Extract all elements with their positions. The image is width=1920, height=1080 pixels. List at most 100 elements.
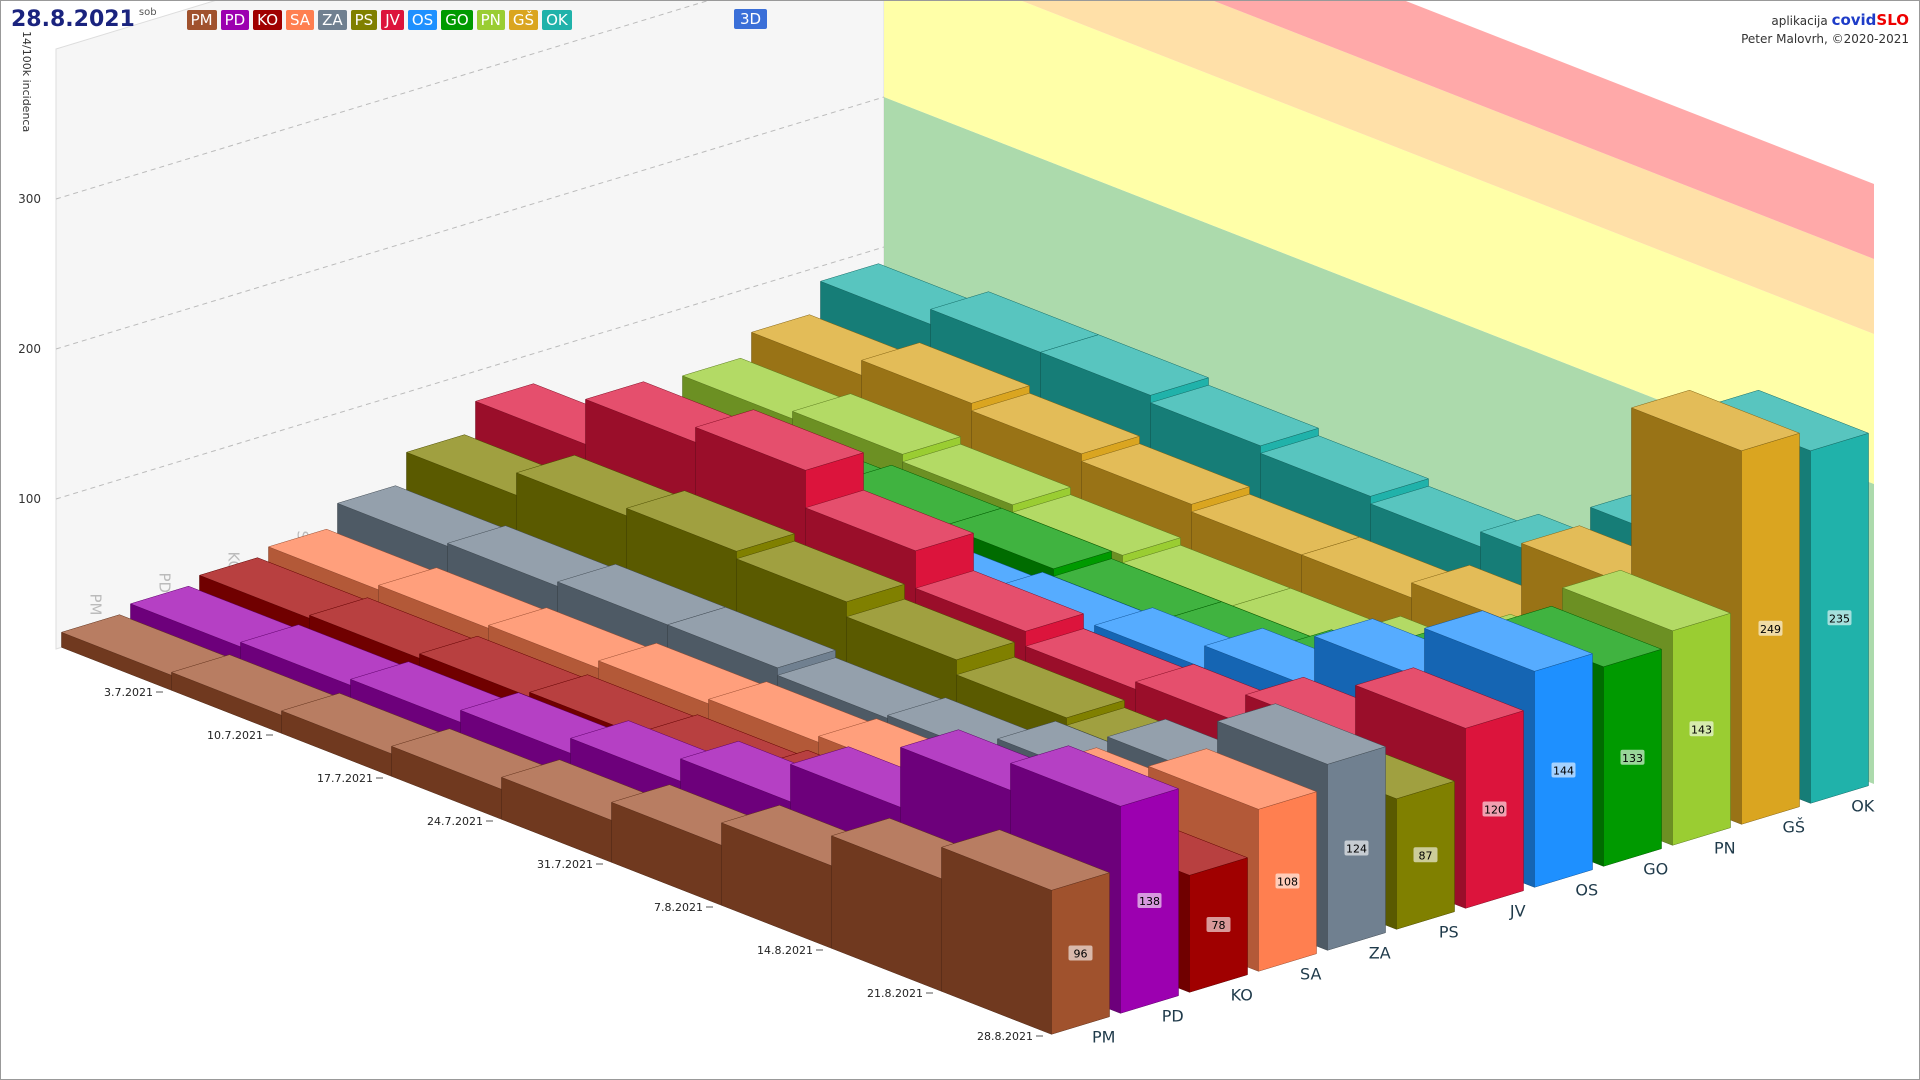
value-label: 143 [1691, 723, 1712, 736]
threshold-band [1214, 1, 1874, 259]
x-category-label: OS [1575, 880, 1598, 899]
x-category-label: KO [1231, 985, 1253, 1004]
bar-top [860, 342, 1031, 404]
grid-line [55, 246, 885, 500]
legend-item[interactable]: SA [286, 9, 315, 30]
bar-top [1630, 389, 1801, 452]
value-label: 87 [1419, 849, 1433, 862]
bar-top [1561, 569, 1732, 632]
legend-item[interactable]: PM [186, 9, 217, 30]
bar-top [901, 443, 1072, 506]
grid-line [55, 96, 885, 350]
weekday: sob [138, 7, 157, 18]
legend: PM PD KO SA ZA PS JV OS GO PN GŠ OK [186, 9, 572, 30]
x-category-label: GŠ [1782, 817, 1805, 836]
legend-item[interactable]: GO [441, 9, 473, 30]
bar-top [940, 829, 1111, 891]
bar-top [1149, 384, 1320, 447]
y-tick-label: 300 [18, 192, 41, 206]
x-tick-label: 24.7.2021 [427, 815, 483, 828]
x-tick-label: 14.8.2021 [757, 944, 813, 957]
legend-item[interactable]: PD [220, 9, 250, 30]
value-label: 144 [1553, 765, 1574, 778]
value-label: 78 [1212, 919, 1226, 932]
x-category-label: PD [1162, 1006, 1184, 1025]
value-label: 96 [1074, 948, 1088, 961]
bar-top [955, 656, 1126, 719]
app-name: SLO [1876, 11, 1909, 29]
value-label-bg [1344, 840, 1369, 856]
date: 28.8.2021 [11, 7, 135, 32]
legend-item[interactable]: KO [253, 9, 282, 30]
bar-top [1147, 748, 1318, 810]
y-axis-label: 14/100k incidenca [20, 31, 33, 132]
value-label: 249 [1760, 623, 1781, 636]
value-label-bg [1206, 917, 1231, 932]
x-category-label: OK [1851, 796, 1875, 815]
bar-top [1039, 334, 1210, 396]
x-category-label: PS [1439, 922, 1459, 941]
x-category-label: GO [1643, 859, 1668, 878]
x-tick-label: 10.7.2021 [207, 729, 263, 742]
x-tick-label: 7.8.2021 [654, 901, 703, 914]
x-category-label: SA [1300, 964, 1321, 983]
bar-top [735, 540, 906, 603]
x-category-label: PM [1092, 1027, 1115, 1046]
x-category-label: JV [1509, 901, 1526, 920]
bar-top [1216, 703, 1387, 765]
y-tick-label: 200 [18, 342, 41, 356]
value-label-bg [1068, 945, 1093, 961]
value-label-bg [1689, 721, 1714, 737]
bar-top [1080, 443, 1251, 505]
legend-item[interactable]: GŠ [508, 9, 539, 30]
value-label: 235 [1829, 612, 1850, 625]
bar-top [970, 392, 1141, 455]
wall-label: PD [156, 573, 174, 594]
legend-item[interactable]: OS [407, 9, 438, 30]
value-label-bg [1551, 762, 1576, 778]
bar-top [694, 409, 865, 471]
value-label-bg [1620, 749, 1645, 765]
x-category-label: ZA [1369, 943, 1391, 962]
x-tick-label: 28.8.2021 [977, 1030, 1033, 1043]
grid-line [55, 1, 709, 200]
app-name: covid [1831, 11, 1877, 29]
app-prefix: aplikacija [1771, 14, 1828, 28]
value-label-bg [1758, 620, 1783, 636]
legend-item[interactable]: JV [381, 9, 404, 30]
value-label-bg [1275, 873, 1300, 889]
bar-top [804, 489, 975, 552]
legend-item[interactable]: ZA [318, 9, 347, 30]
bar-top [845, 598, 1016, 661]
value-label-bg [1482, 801, 1507, 817]
y-tick-label: 100 [18, 492, 41, 506]
legend-item[interactable]: PN [476, 9, 505, 30]
mode-button[interactable]: 3D [734, 9, 768, 29]
bar-top [1009, 745, 1180, 807]
legend-item[interactable]: OK [542, 9, 572, 30]
bar-top [1259, 435, 1430, 497]
wall-label: PM [87, 594, 105, 616]
credit: aplikacija covidSLO Peter Malovrh, ©2020… [1741, 11, 1909, 48]
value-label: 124 [1346, 843, 1367, 856]
value-label-bg [1413, 847, 1438, 863]
header: 28.8.2021 sob PM PD KO SA ZA PS JV OS GO PN GŠ OK [11, 7, 572, 32]
bar-top [666, 606, 837, 669]
bar-top [1423, 610, 1594, 672]
bar-top [942, 507, 1113, 570]
threshold-band [1022, 1, 1874, 334]
threshold-band [884, 1, 1874, 484]
value-label: 120 [1484, 804, 1505, 817]
value-label-bg [1827, 610, 1852, 626]
value-label: 108 [1277, 876, 1298, 889]
bar-top [1354, 667, 1525, 729]
x-tick-label: 3.7.2021 [104, 686, 153, 699]
x-tick-label: 21.8.2021 [867, 987, 923, 1000]
value-label-bg [1137, 893, 1162, 908]
bar-top [625, 490, 796, 552]
legend-item[interactable]: PS [350, 9, 378, 30]
value-label: 138 [1139, 895, 1160, 908]
author: Peter Malovrh, ©2020-2021 [1741, 32, 1909, 46]
